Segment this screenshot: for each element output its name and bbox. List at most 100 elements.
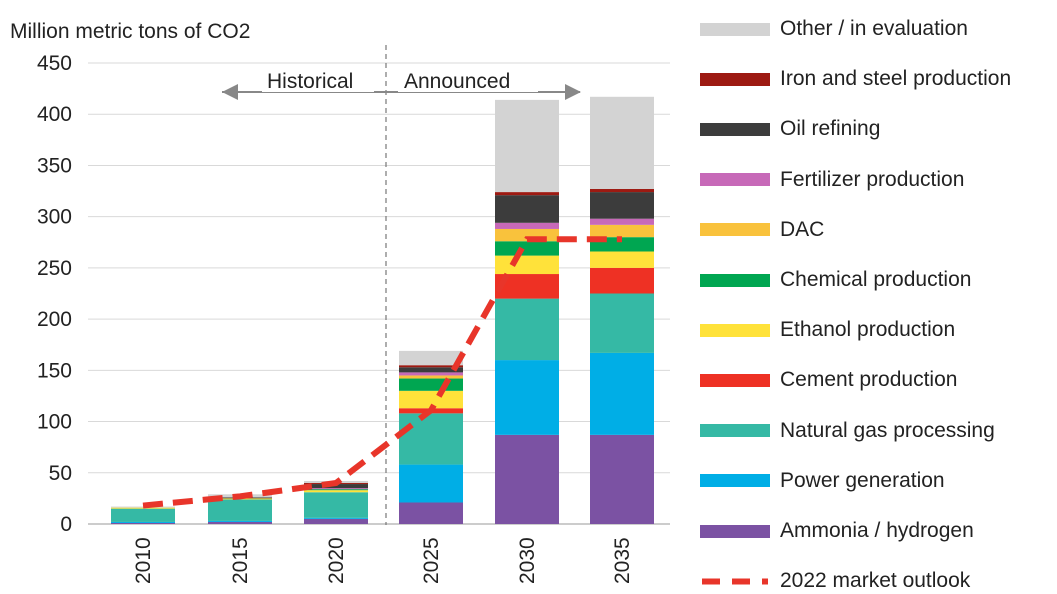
legend-item: Power generation (700, 468, 945, 494)
legend-label: Other / in evaluation (780, 17, 968, 40)
bar-segment (495, 360, 559, 435)
y-tick-label: 50 (49, 462, 72, 485)
bar-segment (590, 192, 654, 219)
bar-segment (399, 413, 463, 465)
bar-segment (590, 267, 654, 294)
x-tick-labels: 2010 2015 2020 2025 2030 2035 (132, 537, 634, 584)
bar-segment (304, 518, 368, 524)
x-tick-label: 2025 (420, 537, 443, 584)
bar-segment (495, 195, 559, 223)
bar-segment (304, 492, 368, 518)
bar-stack-2025 (399, 350, 463, 524)
legend-swatch (700, 22, 770, 36)
legend-item: Ammonia / hydrogen (700, 518, 974, 544)
legend-item: Chemical production (700, 267, 971, 293)
bar-segment (399, 372, 463, 376)
legend-item: Other / in evaluation (700, 16, 968, 42)
legend-label: Iron and steel production (780, 67, 1012, 91)
bar-segment (399, 502, 463, 524)
bar-segment (495, 434, 559, 524)
legend-swatch (700, 474, 770, 488)
legend-item: Ethanol production (700, 317, 955, 343)
bar-segment (304, 484, 368, 489)
y-tick-label: 400 (37, 103, 72, 126)
legend-label: Fertilizer production (780, 167, 965, 191)
y-tick-label: 150 (37, 359, 72, 382)
bar-segment (111, 522, 175, 524)
bar-segment (208, 521, 272, 524)
bar-segment (399, 390, 463, 409)
legend-item: Cement production (700, 367, 957, 393)
bar-segment (590, 189, 654, 193)
legend-label: Oil refining (780, 117, 881, 141)
legend-swatch (700, 424, 770, 438)
outlook-series-line (142, 236, 622, 509)
bar-stack-2020 (304, 480, 368, 524)
y-tick-labels: 0 50 100 150 200 250 300 350 400 450 (37, 52, 72, 536)
bar-segment (590, 224, 654, 238)
legend-swatch (700, 72, 770, 86)
legend-item: Fertilizer production (700, 167, 964, 193)
legend-swatch (700, 273, 770, 287)
legend-swatch (700, 373, 770, 387)
bar-stack-2010 (111, 506, 175, 524)
x-tick-label: 2030 (516, 537, 539, 584)
legend-label: DAC (780, 217, 825, 241)
bar-segment (304, 490, 368, 493)
legend-swatch (700, 323, 770, 337)
historical-label: Historical (267, 70, 353, 93)
legend-label: Ammonia / hydrogen (780, 519, 974, 542)
bar-segment (304, 488, 368, 490)
legend-label: Ethanol production (780, 318, 956, 342)
annotations: Historical Announced (222, 45, 581, 525)
legend-item: Oil refining (700, 116, 880, 142)
x-tick-label: 2010 (132, 537, 155, 584)
legend-label: Power generation (780, 468, 945, 492)
bar-segment (399, 464, 463, 503)
legend-item: Iron and steel production (700, 66, 1011, 92)
bar-segment (304, 489, 368, 491)
legend-swatch (700, 122, 770, 136)
y-axis-label: Million metric tons of CO2 (10, 20, 250, 43)
bar-segment (590, 293, 654, 353)
y-tick-label: 0 (60, 513, 72, 536)
x-tick-label: 2020 (325, 537, 348, 584)
y-tick-label: 450 (37, 52, 72, 75)
legend-swatch (700, 223, 770, 237)
chart: Million metric tons of CO2 0 50 100 150 200 2… (10, 20, 670, 584)
outlook-line (142, 236, 622, 509)
bar-segment (495, 255, 559, 275)
bar-segment (590, 96, 654, 190)
announced-arrowhead-icon (565, 84, 581, 100)
legend-dash-swatch (700, 575, 770, 588)
bar-segment (208, 520, 272, 522)
bar-segment (399, 375, 463, 379)
legend-item: DAC (700, 217, 824, 243)
bar-segment (590, 352, 654, 435)
legend-item: Natural gas processing (700, 418, 995, 444)
bar-segment (495, 222, 559, 229)
x-tick-label: 2015 (229, 537, 252, 584)
bar-segment (495, 298, 559, 361)
bar-segment (208, 499, 272, 521)
announced-label: Announced (404, 70, 510, 93)
bar-stack-2035 (590, 96, 654, 524)
bar-segment (399, 367, 463, 373)
bar-segment (495, 241, 559, 256)
bar-segment (590, 434, 654, 524)
y-tick-label: 200 (37, 308, 72, 331)
bars (111, 96, 654, 524)
bar-segment (399, 378, 463, 391)
bar-segment (111, 521, 175, 523)
y-tick-label: 300 (37, 206, 72, 229)
bar-segment (495, 192, 559, 196)
legend-label: Cement production (780, 368, 958, 392)
y-tick-label: 100 (37, 411, 72, 434)
legend-label: Chemical production (780, 268, 972, 291)
legend-item: 2022 market outlook (700, 568, 970, 594)
x-tick-label: 2035 (611, 537, 634, 584)
bar-segment (590, 218, 654, 225)
bar-segment (590, 251, 654, 268)
historical-arrowhead-icon (222, 84, 238, 100)
legend-label: 2022 market outlook (780, 569, 971, 593)
